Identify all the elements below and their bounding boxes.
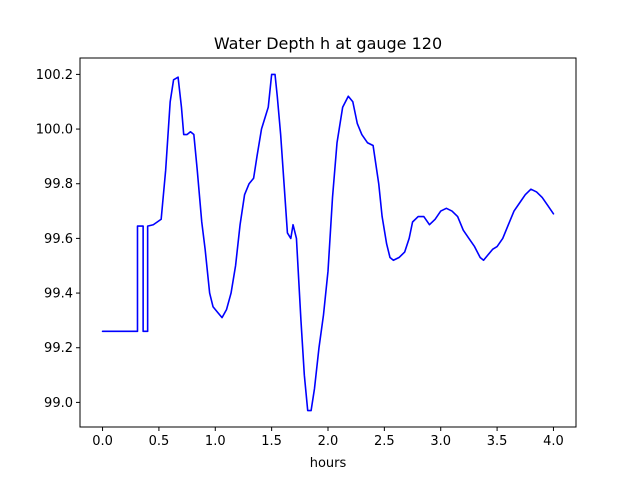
x-tick-label: 4.0 — [543, 434, 564, 449]
y-tick-label: 99.0 — [44, 396, 73, 411]
y-tick-label: 99.4 — [44, 287, 73, 302]
y-tick-label: 100.2 — [36, 68, 73, 83]
plot-data-layer — [101, 73, 555, 412]
axis-ticks-layer: 0.0 0.5 1.0 1.5 2.0 2.5 3.0 3.5 4.0 99.0 99.2 99.4 9… — [36, 68, 564, 449]
y-tick-label: 99.6 — [44, 232, 73, 247]
plot-frame — [79, 57, 577, 428]
y-tick-label: 99.2 — [44, 341, 73, 356]
x-tick-label: 0.5 — [149, 434, 170, 449]
y-tick-label: 100.0 — [36, 123, 73, 138]
x-tick-label: 2.5 — [374, 434, 395, 449]
x-tick-label: 3.5 — [487, 434, 508, 449]
series-line-1 — [101, 73, 555, 412]
y-tick-label: 99.8 — [44, 177, 73, 192]
x-axis-label: hours — [310, 456, 347, 471]
chart-title: Water Depth h at gauge 120 — [214, 34, 442, 53]
x-tick-label: 0.0 — [92, 434, 113, 449]
x-tick-label: 1.0 — [205, 434, 226, 449]
x-tick-label: 2.0 — [318, 434, 339, 449]
x-tick-label: 3.0 — [430, 434, 451, 449]
x-tick-label: 1.5 — [261, 434, 282, 449]
